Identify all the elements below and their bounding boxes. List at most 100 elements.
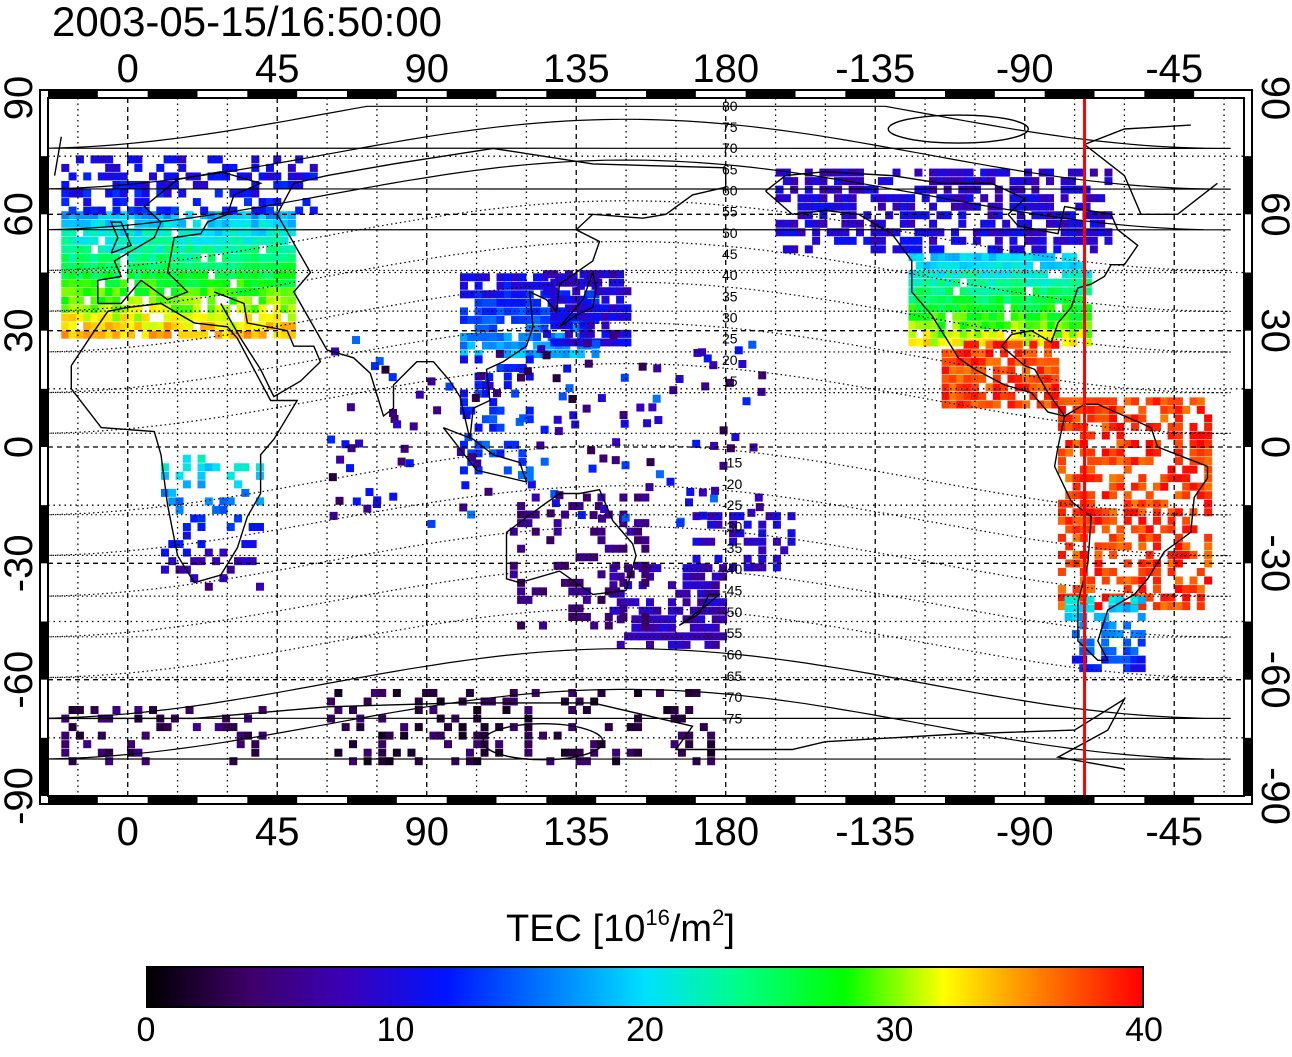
- contour-label: 40: [722, 267, 738, 283]
- tec-cell: [539, 587, 548, 596]
- tec-cell: [141, 313, 150, 322]
- tec-cell: [251, 279, 260, 288]
- tec-cell: [192, 198, 201, 207]
- tec-cell: [1054, 321, 1063, 330]
- tec-cell: [608, 270, 617, 279]
- tec-cell: [930, 338, 939, 347]
- tec-cell: [1109, 491, 1118, 500]
- contour-label: 45: [722, 246, 738, 262]
- tec-cell: [1204, 431, 1213, 440]
- tec-cell: [524, 706, 533, 715]
- tec-cell: [378, 748, 387, 757]
- tec-cell: [697, 598, 706, 607]
- tec-cell: [467, 510, 476, 519]
- tec-cell: [1072, 508, 1081, 517]
- tec-cell: [258, 270, 267, 279]
- tec-cell: [937, 270, 946, 279]
- tec-cell: [1174, 448, 1183, 457]
- tec-cell: [83, 189, 92, 198]
- tec-cell: [163, 228, 172, 237]
- tec-cell: [697, 572, 706, 581]
- border-segment: [40, 156, 48, 215]
- tec-cell: [1094, 550, 1103, 559]
- tec-cell: [930, 312, 939, 321]
- tec-cell: [743, 563, 752, 572]
- tec-cell: [1007, 400, 1016, 409]
- tec-cell: [1010, 312, 1019, 321]
- tec-cell: [156, 262, 165, 271]
- tec-cell: [670, 706, 679, 715]
- tec-cell: [163, 180, 172, 189]
- tec-cell: [1067, 228, 1076, 237]
- tec-cell: [68, 313, 77, 322]
- tec-cell: [1044, 383, 1053, 392]
- tec-cell: [1204, 576, 1213, 585]
- tec-cell: [83, 288, 92, 297]
- tec-cell: [591, 298, 600, 307]
- tec-cell: [265, 206, 274, 215]
- tec-cell: [226, 497, 235, 506]
- tec-cell: [90, 253, 99, 262]
- coastline: [442, 426, 528, 483]
- tec-cell: [160, 463, 169, 472]
- tec-cell: [273, 219, 282, 228]
- tec-cell: [921, 228, 930, 237]
- tec-cell: [699, 563, 708, 572]
- tec-cell: [743, 537, 752, 546]
- tec-cell: [616, 640, 625, 649]
- tec-cell: [701, 382, 710, 391]
- tec-cell: [812, 194, 821, 203]
- tec-cell: [336, 455, 345, 464]
- tec-cell: [959, 329, 968, 338]
- tec-cell: [930, 287, 939, 296]
- tec-cell: [68, 723, 77, 732]
- tec-cell: [1174, 542, 1183, 551]
- tec-cell: [540, 425, 549, 434]
- tec-cell: [280, 288, 289, 297]
- tec-cell: [987, 219, 996, 228]
- tec-cell: [141, 270, 150, 279]
- tec-cell: [797, 194, 806, 203]
- tec-cell: [185, 270, 194, 279]
- tec-cell: [192, 296, 201, 305]
- tec-cell: [1040, 295, 1049, 304]
- tec-cell: [1082, 202, 1091, 211]
- tec-cell: [819, 194, 828, 203]
- tec-cell: [941, 391, 950, 400]
- tec-cell: [675, 374, 684, 383]
- tec-cell: [112, 288, 121, 297]
- tec-cell: [459, 466, 468, 475]
- tec-cell: [207, 313, 216, 322]
- tec-cell: [1031, 245, 1040, 254]
- tec-cell: [480, 731, 489, 740]
- tec-cell: [660, 615, 669, 624]
- tec-cell: [1160, 499, 1169, 508]
- tec-cell: [141, 198, 150, 207]
- tec-cell: [616, 270, 625, 279]
- tec-cell: [385, 757, 394, 766]
- tec-cell: [564, 338, 573, 347]
- tec-cell: [68, 322, 77, 331]
- tec-cell: [1123, 638, 1132, 647]
- tec-cell: [631, 615, 640, 624]
- tec-cell: [473, 459, 482, 468]
- tec-cell: [1040, 329, 1049, 338]
- tec-cell: [1022, 357, 1031, 366]
- tec-cell: [742, 397, 751, 406]
- tec-cell: [295, 206, 304, 215]
- tec-cell: [1108, 647, 1117, 656]
- tec-cell: [877, 202, 886, 211]
- tec-cell: [83, 219, 92, 228]
- tec-cell: [236, 740, 245, 749]
- tec-cell: [75, 211, 84, 220]
- tec-cell: [623, 304, 632, 313]
- tec-cell: [550, 312, 559, 321]
- tec-cell: [1072, 405, 1081, 414]
- tec-cell: [127, 262, 136, 271]
- tec-cell: [1057, 405, 1066, 414]
- lon-tick-label-top: 45: [255, 47, 300, 91]
- tec-cell: [414, 757, 423, 766]
- border-segment: [1244, 388, 1252, 447]
- tec-cell: [692, 439, 701, 448]
- tec-cell: [711, 640, 720, 649]
